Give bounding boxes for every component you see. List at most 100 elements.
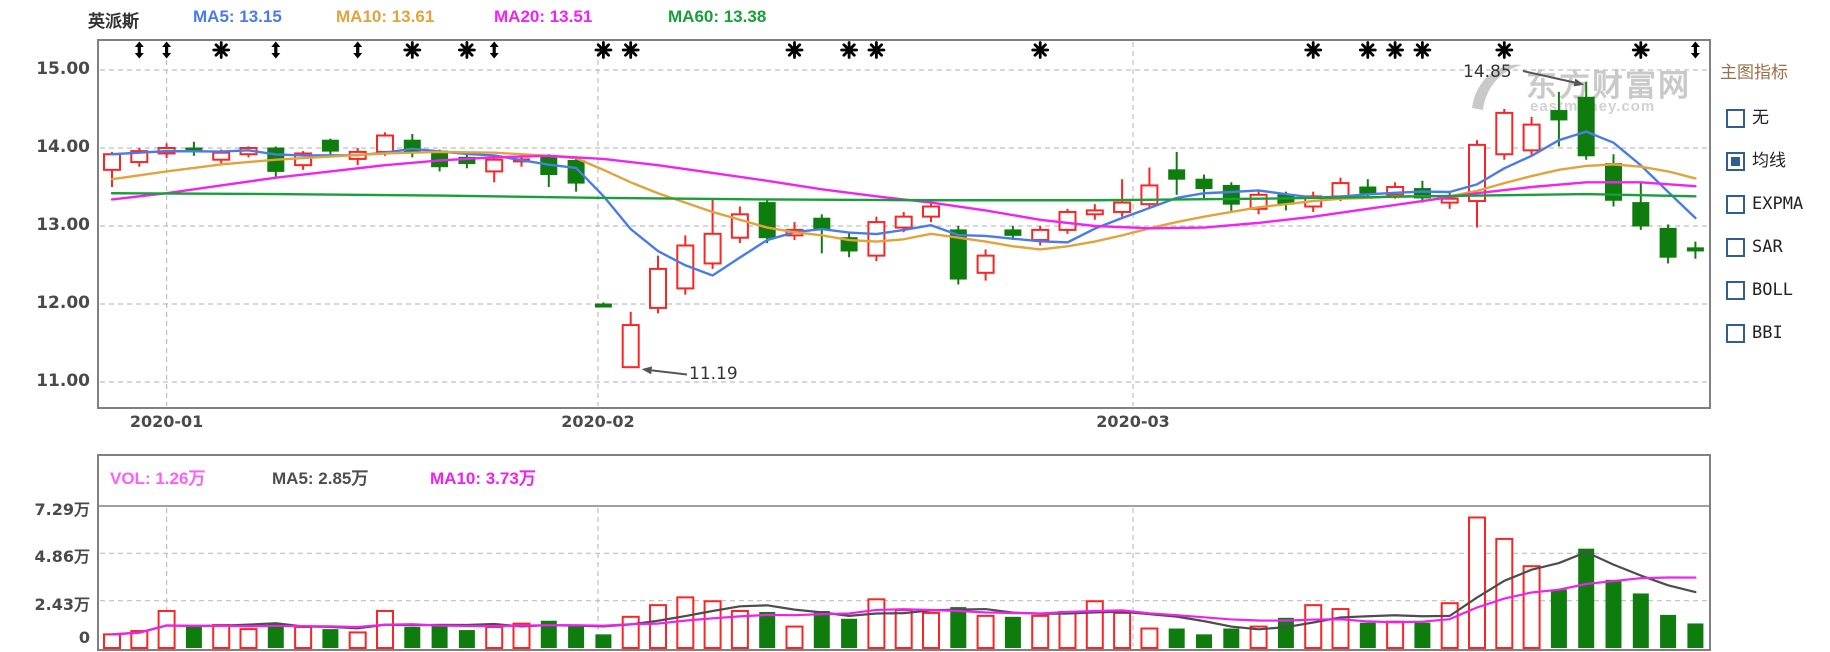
volume-bar — [294, 625, 313, 650]
candle — [130, 148, 149, 167]
indicator-option-ma[interactable]: 均线 — [1726, 151, 1786, 171]
volume-bar — [130, 630, 149, 650]
candle — [1249, 190, 1268, 215]
indicator-option-expma[interactable]: EXPMA — [1726, 194, 1803, 214]
volume-bar — [1113, 611, 1132, 650]
volume-bar — [1386, 620, 1405, 650]
volume-bar — [1304, 604, 1323, 649]
indicator-option-label: SAR — [1752, 237, 1783, 257]
volume-bar — [759, 611, 776, 648]
legend-ma60: MA60: 13.38 — [668, 7, 767, 26]
candle — [1085, 204, 1104, 220]
candle — [1140, 167, 1159, 209]
candle — [1550, 91, 1568, 147]
volume-bar — [1085, 600, 1104, 650]
volume-bar — [1632, 593, 1649, 648]
event-star-icon — [594, 41, 613, 59]
event-star-icon — [1358, 41, 1377, 59]
volume-bar — [512, 622, 531, 649]
event-updown-arrow-icon — [134, 41, 144, 59]
volume-bar — [1140, 627, 1159, 649]
checkbox-checked-icon[interactable] — [1726, 151, 1745, 171]
volume-bar — [976, 614, 995, 650]
event-star-icon — [1386, 41, 1404, 59]
candle — [1522, 116, 1541, 156]
checkbox-icon[interactable] — [1726, 280, 1745, 300]
candle — [321, 138, 339, 156]
event-star-icon — [867, 41, 886, 59]
volume-bar — [157, 609, 176, 650]
volume-bar — [1550, 589, 1567, 648]
indicator-option-none[interactable]: 无 — [1726, 108, 1769, 128]
volume-bar — [103, 633, 121, 649]
checkbox-icon[interactable] — [1726, 108, 1745, 128]
volume-bar — [1277, 617, 1294, 648]
volume-bar — [730, 609, 749, 650]
candle — [840, 232, 858, 258]
volume-bar — [540, 620, 557, 648]
indicator-option-label: BOLL — [1752, 280, 1793, 300]
volume-bar — [185, 626, 202, 648]
candle — [1686, 241, 1704, 259]
indicator-option-sar[interactable]: SAR — [1726, 237, 1783, 257]
candle — [294, 151, 313, 170]
volume-bar — [1414, 622, 1431, 648]
checkbox-icon[interactable] — [1726, 194, 1745, 214]
volume-bar — [267, 624, 284, 648]
event-star-icon — [1413, 41, 1432, 59]
candle — [730, 206, 749, 244]
indicator-option-label: EXPMA — [1752, 194, 1804, 214]
volume-bar — [595, 634, 612, 648]
volume-bar — [841, 618, 858, 648]
volume-bar — [1168, 628, 1185, 648]
indicator-option-label: BBI — [1752, 323, 1783, 343]
volume-bar — [348, 631, 367, 650]
event-star-icon — [403, 41, 422, 59]
volume-bar — [676, 596, 695, 650]
volume-bar — [621, 615, 640, 650]
candle — [1440, 190, 1459, 209]
volume-bar — [1331, 608, 1350, 649]
candle — [649, 255, 667, 314]
volume-bar — [376, 609, 394, 650]
event-star-icon — [1495, 41, 1514, 59]
event-star-icon — [212, 41, 231, 59]
event-star-icon — [840, 41, 858, 59]
volume-bar — [1495, 537, 1514, 649]
volume-bar — [404, 626, 421, 648]
volume-bar — [1522, 565, 1541, 649]
event-star-icon — [457, 41, 476, 59]
event-updown-arrow-icon — [489, 41, 499, 59]
candle — [348, 148, 367, 166]
candle — [621, 311, 640, 369]
indicator-option-bbi[interactable]: BBI — [1726, 323, 1783, 343]
candle — [103, 151, 121, 187]
candle — [703, 198, 722, 269]
candle — [567, 158, 585, 192]
candle — [1168, 151, 1186, 195]
indicator-option-boll[interactable]: BOLL — [1726, 280, 1793, 300]
candle — [1605, 154, 1622, 207]
candle — [185, 141, 203, 156]
checkbox-icon[interactable] — [1726, 237, 1745, 257]
volume-bar — [1196, 634, 1212, 648]
volume-bar — [1031, 614, 1050, 650]
volume-bar — [322, 629, 339, 648]
volume-bar — [922, 611, 940, 650]
volume-bar — [239, 628, 258, 649]
volume-bar — [212, 624, 231, 649]
checkbox-icon[interactable] — [1726, 323, 1745, 343]
legend-ma5: MA5: 13.15 — [193, 7, 282, 26]
candle — [485, 157, 504, 183]
candle — [758, 198, 776, 244]
event-star-icon — [785, 41, 804, 59]
candle — [1113, 179, 1132, 217]
watermark-text: 东方财富网 — [1526, 68, 1691, 103]
candle — [594, 302, 612, 308]
volume-bar — [1058, 610, 1077, 650]
candle — [676, 235, 695, 295]
main-indicator-panel: 主图指标 无均线 EXPMA SAR BOLL BBI — [1718, 0, 1830, 652]
event-updown-arrow-icon — [162, 41, 172, 59]
